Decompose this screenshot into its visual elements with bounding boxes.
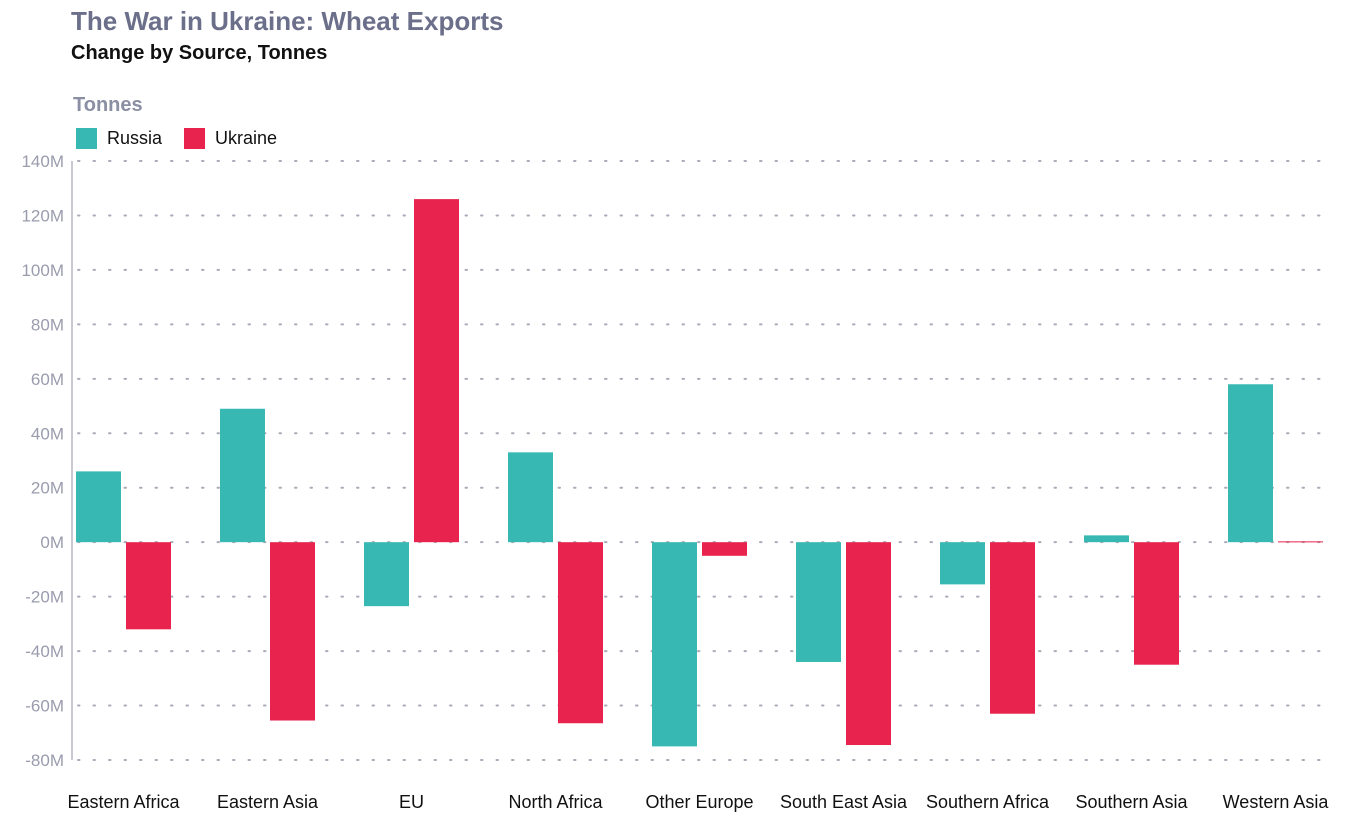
- bar-ukraine: [702, 542, 747, 556]
- x-category-label: Southern Africa: [926, 792, 1050, 812]
- bar-ukraine: [126, 542, 171, 630]
- x-category-label: Other Europe: [645, 792, 753, 812]
- bar-russia: [76, 471, 121, 543]
- x-category-label: Eastern Africa: [67, 792, 180, 812]
- y-tick-label: -60M: [25, 697, 64, 716]
- y-tick-label: -40M: [25, 642, 64, 661]
- x-category-label: South East Asia: [780, 792, 908, 812]
- bar-russia: [1084, 535, 1129, 543]
- y-tick-label: 100M: [21, 261, 64, 280]
- legend-swatch-russia: [76, 128, 97, 149]
- bar-russia: [1228, 384, 1273, 543]
- bar-russia: [940, 542, 985, 585]
- chart-title: The War in Ukraine: Wheat Exports: [71, 6, 504, 36]
- legend: Russia Ukraine: [76, 128, 299, 149]
- legend-item-russia: Russia: [76, 128, 162, 149]
- bar-ukraine: [414, 199, 459, 543]
- legend-label-ukraine: Ukraine: [215, 128, 278, 148]
- bar-russia: [364, 542, 409, 607]
- y-tick-label: 60M: [31, 370, 64, 389]
- bar-ukraine: [270, 542, 315, 721]
- x-category-label: Western Asia: [1223, 792, 1330, 812]
- bar-russia: [796, 542, 841, 662]
- y-tick-label: 40M: [31, 424, 64, 443]
- bar-ukraine: [1134, 542, 1179, 665]
- y-tick-label: -20M: [25, 588, 64, 607]
- x-category-label: Southern Asia: [1075, 792, 1188, 812]
- legend-item-ukraine: Ukraine: [184, 128, 277, 149]
- bar-ukraine: [558, 542, 603, 724]
- bar-ukraine: [990, 542, 1035, 714]
- bar-russia: [220, 408, 265, 543]
- y-tick-label: -80M: [25, 751, 64, 770]
- legend-swatch-ukraine: [184, 128, 206, 149]
- bar-ukraine: [1278, 541, 1323, 543]
- y-tick-label: 120M: [21, 206, 64, 225]
- bar-ukraine: [846, 542, 891, 746]
- y-tick-label: 140M: [21, 152, 64, 171]
- y-tick-label: 80M: [31, 315, 64, 334]
- y-tick-label: 20M: [31, 479, 64, 498]
- y-tick-label: 0M: [40, 533, 64, 552]
- x-category-label: EU: [399, 792, 424, 812]
- legend-label-russia: Russia: [107, 128, 163, 148]
- x-category-label: North Africa: [508, 792, 603, 812]
- bar-russia: [652, 542, 697, 747]
- y-axis-label: Tonnes: [73, 94, 143, 116]
- bar-russia: [508, 452, 553, 543]
- chart-subtitle: Change by Source, Tonnes: [71, 42, 328, 64]
- x-category-label: Eastern Asia: [217, 792, 319, 812]
